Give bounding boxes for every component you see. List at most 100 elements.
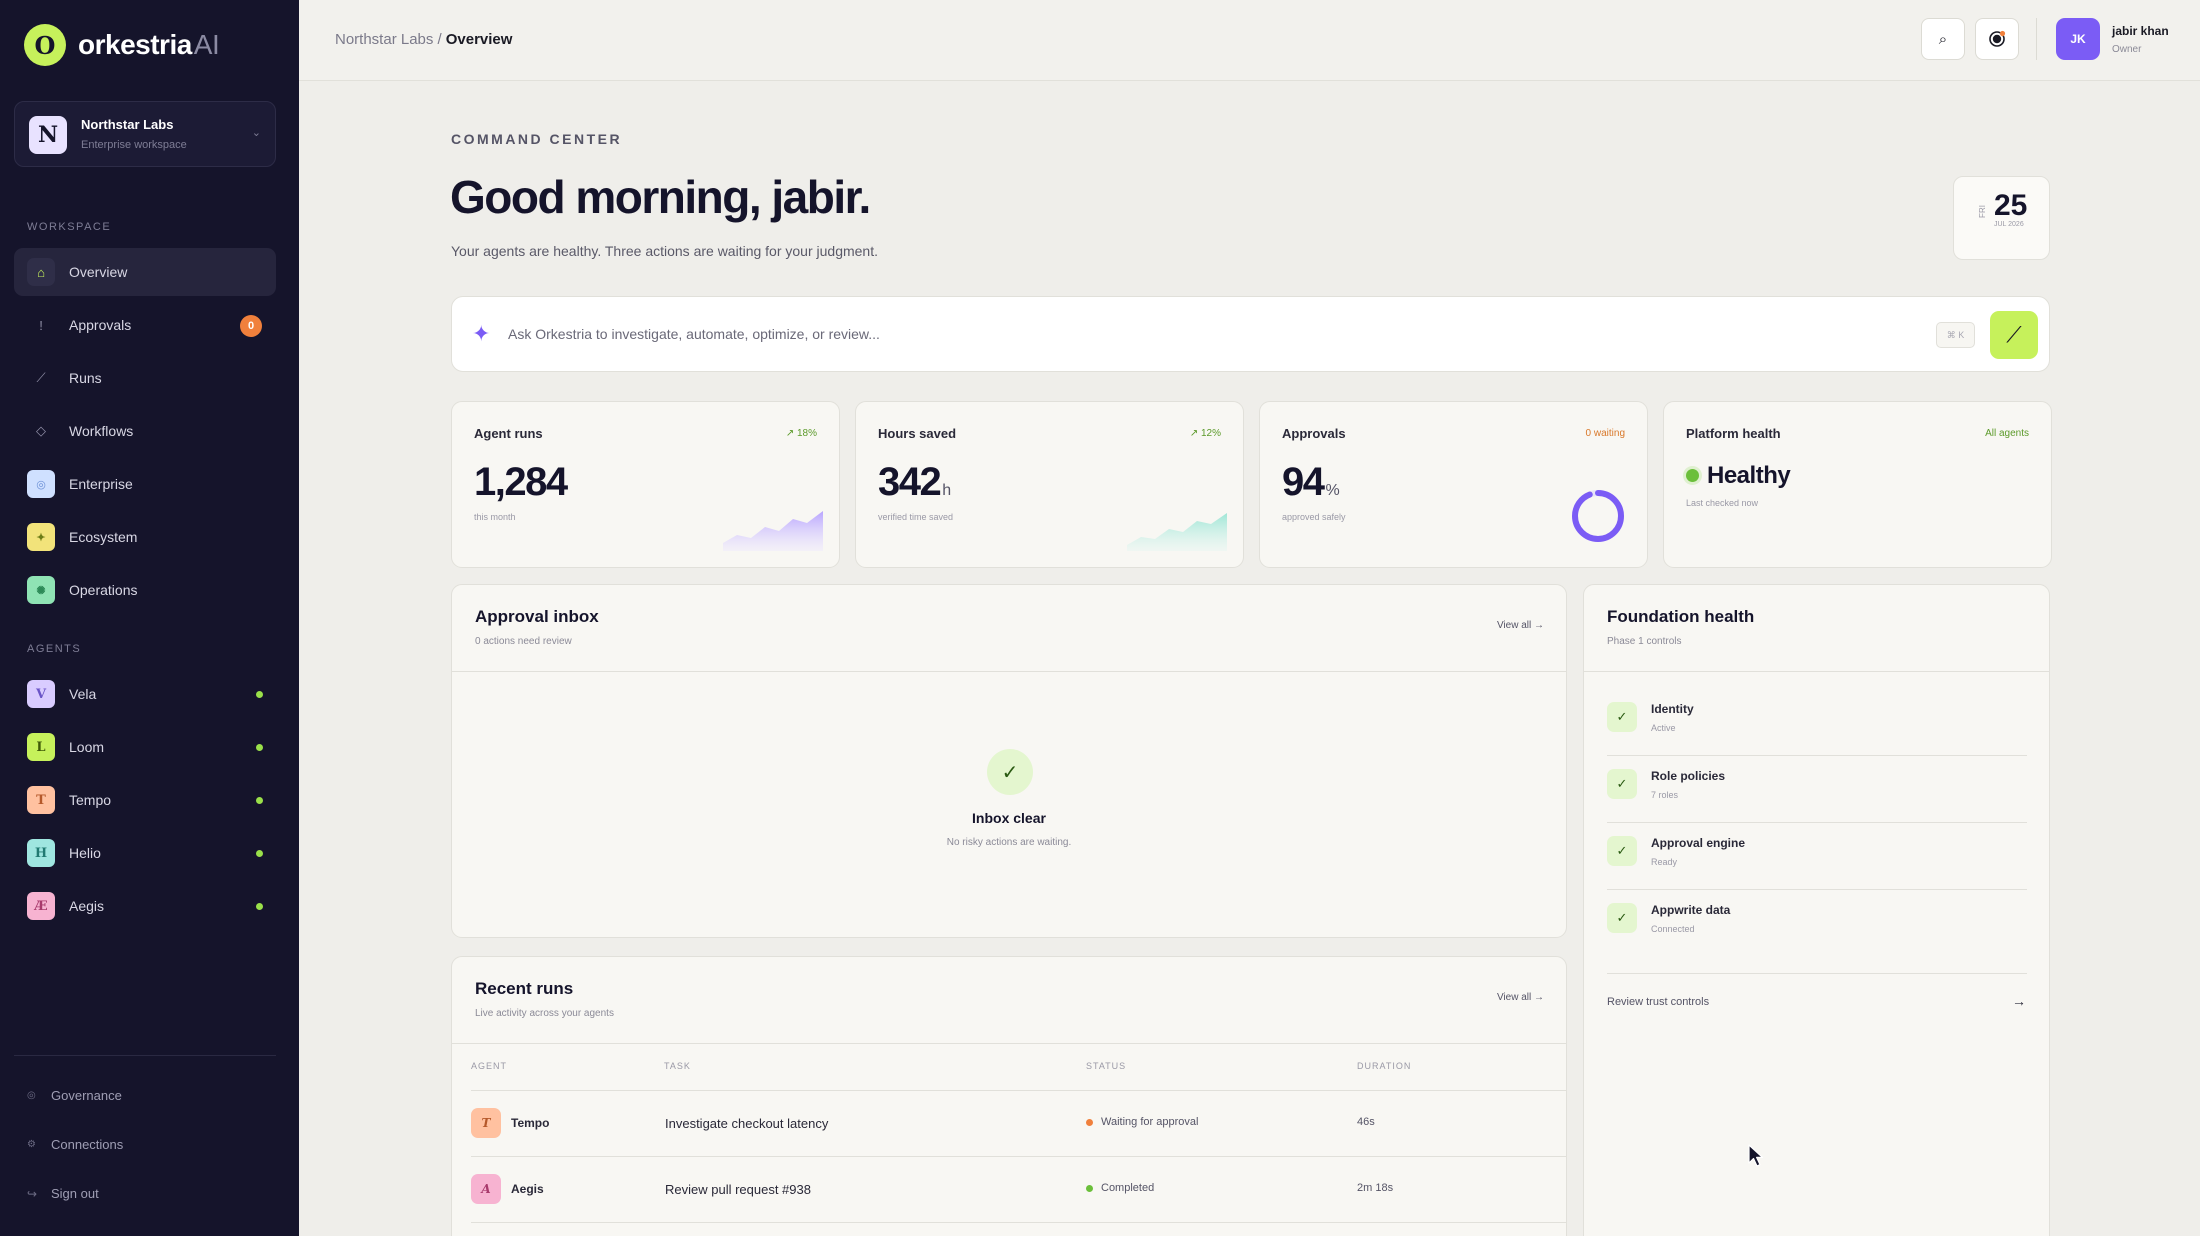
empty-state-subtitle: No risky actions are waiting. bbox=[946, 837, 1072, 848]
sidebar-agent-aegis[interactable]: Æ Aegis bbox=[14, 882, 276, 930]
workspace-name: Northstar Labs bbox=[81, 117, 174, 132]
table-header-divider bbox=[471, 1090, 1566, 1091]
panel-subtitle: Phase 1 controls bbox=[1607, 636, 1682, 647]
panel-title: Foundation health bbox=[1607, 607, 1755, 626]
foundation-item-status: Active bbox=[1651, 723, 1676, 733]
brand-name-text: orkestria bbox=[78, 29, 192, 60]
panel-subtitle: 0 actions need review bbox=[475, 636, 572, 647]
stat-card-hours-saved[interactable]: Hours saved ↗ 12% 342 h verified time sav… bbox=[855, 401, 1244, 568]
foundation-item-status: Ready bbox=[1651, 857, 1678, 867]
stat-label: Approvals bbox=[1282, 426, 1346, 441]
date-number: 25 bbox=[1994, 189, 2028, 222]
stat-card-platform-health[interactable]: Platform health All agents Healthy Last … bbox=[1663, 401, 2052, 568]
column-header: AGENT bbox=[471, 1061, 508, 1071]
sign-out-button[interactable]: ↪ Sign out bbox=[27, 1186, 99, 1201]
enterprise-icon: ◎ bbox=[27, 470, 55, 498]
status-dot bbox=[1086, 1184, 1093, 1192]
ask-input[interactable] bbox=[508, 317, 1808, 351]
sidebar-divider bbox=[14, 1055, 276, 1056]
stat-label: Agent runs bbox=[474, 426, 543, 441]
page-eyebrow: COMMAND CENTER bbox=[451, 131, 623, 147]
topbar-divider bbox=[2036, 18, 2037, 60]
sidebar-agent-tempo[interactable]: T Tempo bbox=[14, 776, 276, 824]
connections-icon: ⚙ bbox=[27, 1139, 36, 1150]
sidebar-item-approvals[interactable]: ! Approvals 0 bbox=[14, 301, 276, 349]
row-duration: 2m 18s bbox=[1357, 1182, 1394, 1194]
status-label: Completed bbox=[1101, 1182, 1155, 1194]
topbar: Northstar Labs / Overview ⌕ JK jabir khan… bbox=[299, 0, 2200, 81]
approval-inbox-panel: Approval inbox 0 actions need review Vie… bbox=[451, 584, 1567, 938]
approvals-count-badge: 0 bbox=[240, 315, 262, 337]
panel-divider bbox=[452, 671, 1566, 672]
stat-value: 1,284 bbox=[474, 460, 568, 505]
foundation-item-name: Appwrite data bbox=[1651, 903, 1731, 917]
stat-number: 94 bbox=[1282, 460, 1325, 504]
arrow-right-icon[interactable]: → bbox=[2012, 993, 2026, 1009]
column-header: STATUS bbox=[1086, 1061, 1127, 1071]
sidebar-item-enterprise[interactable]: ◎ Enterprise bbox=[14, 460, 276, 508]
panel-divider bbox=[1584, 671, 2049, 672]
footer-item-label: Sign out bbox=[51, 1186, 99, 1201]
stat-unit: h bbox=[942, 482, 952, 499]
workspace-section-label: WORKSPACE bbox=[27, 221, 112, 233]
sidebar-item-ecosystem[interactable]: ✦ Ecosystem bbox=[14, 513, 276, 561]
alert-icon: ! bbox=[39, 317, 43, 333]
stat-card-agent-runs[interactable]: Agent runs ↗ 18% 1,284 this month bbox=[451, 401, 840, 568]
brand-logo: O bbox=[24, 24, 66, 66]
sign-out-icon: ↪ bbox=[27, 1186, 38, 1201]
sidebar-item-label: Workflows bbox=[69, 423, 134, 439]
stat-value: 94% bbox=[1282, 460, 1340, 505]
stat-label: Hours saved bbox=[878, 426, 957, 441]
sidebar-agent-helio[interactable]: H Helio bbox=[14, 829, 276, 877]
agent-name: Helio bbox=[69, 845, 101, 861]
governance-icon: ◎ bbox=[27, 1090, 36, 1101]
stat-label: Platform health bbox=[1686, 426, 1781, 441]
panel-subtitle: Live activity across your agents bbox=[475, 1008, 614, 1019]
review-trust-controls-link[interactable]: Review trust controls bbox=[1607, 996, 1710, 1008]
breadcrumb-parent[interactable]: Northstar Labs / bbox=[335, 31, 442, 48]
search-button[interactable]: ⌕ bbox=[1921, 18, 1965, 60]
brand[interactable]: O orkestriaAI bbox=[24, 24, 220, 66]
sidebar-item-workflows[interactable]: ◇ Workflows bbox=[14, 407, 276, 455]
row-duration: 46s bbox=[1357, 1116, 1375, 1128]
search-icon: ⌕ bbox=[1938, 30, 1948, 48]
sidebar-item-connections[interactable]: ⚙ Connections bbox=[27, 1137, 123, 1152]
view-all-link[interactable]: View all → bbox=[1496, 992, 1544, 1003]
table-row[interactable]: T Tempo Investigate checkout latency Wai… bbox=[471, 1091, 1566, 1157]
ask-submit-button[interactable]: ⟋ bbox=[1990, 311, 2038, 359]
stat-card-approvals[interactable]: Approvals 0 waiting 94% approved safely bbox=[1259, 401, 1648, 568]
sidebar-item-governance[interactable]: ◎ Governance bbox=[27, 1088, 122, 1103]
agent-avatar: V bbox=[27, 680, 55, 708]
agents-section-label: AGENTS bbox=[27, 643, 82, 655]
mouse-cursor-icon bbox=[1748, 1144, 1764, 1167]
check-icon: ✓ bbox=[1607, 836, 1637, 866]
sidebar-item-runs[interactable]: ⟋ Runs bbox=[14, 354, 276, 402]
view-all-link[interactable]: View all → bbox=[1496, 620, 1544, 631]
agent-avatar: T bbox=[471, 1108, 501, 1138]
row-status: Waiting for approval bbox=[1086, 1116, 1198, 1128]
notifications-button[interactable] bbox=[1975, 18, 2019, 60]
workspace-avatar: N bbox=[29, 116, 67, 154]
operations-icon: ✺ bbox=[27, 576, 55, 604]
date-month: JUL 2026 bbox=[1994, 221, 2024, 228]
sidebar-agent-vela[interactable]: V Vela bbox=[14, 670, 276, 718]
user-avatar[interactable]: JK bbox=[2056, 18, 2100, 60]
table-row[interactable]: A Aegis Review pull request #938 Complet… bbox=[471, 1157, 1566, 1223]
stat-subtitle: this month bbox=[474, 512, 516, 522]
foundation-item-status: Connected bbox=[1651, 924, 1695, 934]
row-status: Completed bbox=[1086, 1182, 1154, 1194]
agent-avatar: L bbox=[27, 733, 55, 761]
agent-avatar: H bbox=[27, 839, 55, 867]
sidebar-agent-loom[interactable]: L Loom bbox=[14, 723, 276, 771]
page-title: Good morning, jabir. bbox=[450, 171, 871, 223]
user-role: Owner bbox=[2112, 44, 2142, 55]
sidebar-item-label: Runs bbox=[69, 370, 102, 386]
sparkline-chart bbox=[723, 511, 823, 551]
sidebar-item-operations[interactable]: ✺ Operations bbox=[14, 566, 276, 614]
agent-name: Loom bbox=[69, 739, 105, 755]
row-agent: Aegis bbox=[511, 1182, 544, 1196]
sidebar-item-overview[interactable]: ⌂ Overview bbox=[14, 248, 276, 296]
foundation-item-name: Identity bbox=[1651, 702, 1694, 716]
breadcrumb-current: Overview bbox=[445, 31, 513, 48]
workspace-switcher[interactable]: N Northstar Labs Enterprise workspace ⌄ bbox=[14, 101, 276, 167]
